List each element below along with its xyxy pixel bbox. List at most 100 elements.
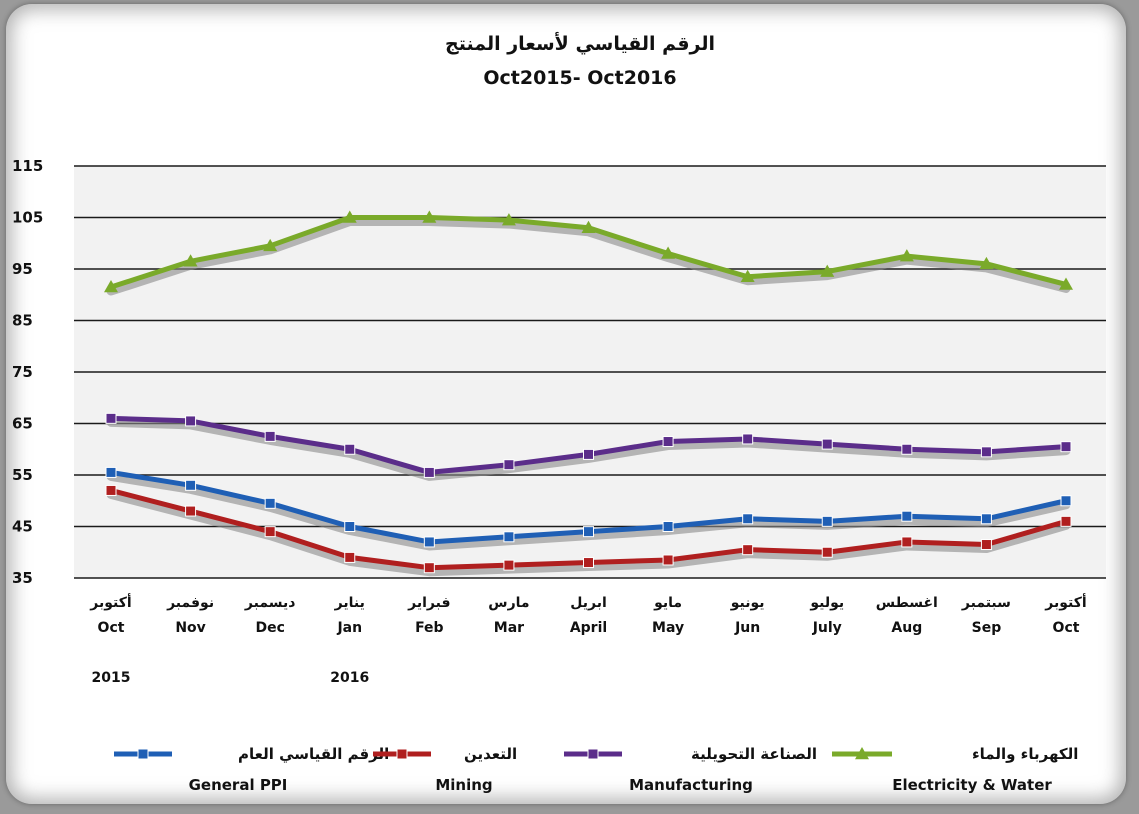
x-tick-label-ar: فبراير xyxy=(407,595,450,611)
data-point xyxy=(423,536,435,548)
series-manufacturing xyxy=(105,412,1072,481)
data-point xyxy=(1059,277,1073,290)
y-tick-label: 75 xyxy=(12,363,33,381)
y-tick-label: 95 xyxy=(12,260,33,278)
data-point xyxy=(344,521,356,532)
data-point xyxy=(742,433,754,445)
data-point xyxy=(820,264,835,277)
data-point xyxy=(342,210,357,223)
x-tick-label: Jun xyxy=(734,620,760,636)
legend-item: الكهرباء والماء Electricity & Water xyxy=(832,745,1078,794)
legend-label: Manufacturing xyxy=(629,776,753,794)
data-point xyxy=(503,559,515,571)
data-point xyxy=(740,269,755,282)
x-tick-label: April xyxy=(570,620,607,636)
data-point xyxy=(1060,515,1072,527)
x-tick-label-ar: اغسطس xyxy=(876,595,938,611)
data-point xyxy=(264,497,276,509)
data-point xyxy=(185,505,197,517)
data-point xyxy=(980,513,992,525)
x-tick-label-ar: مايو xyxy=(653,595,682,611)
legend-marker xyxy=(855,747,869,760)
year-labels: 2015 2016 xyxy=(92,670,370,686)
data-point xyxy=(661,246,676,259)
chart-frame: الرقم القياسي لأسعار المنتج Oct2015- Oct… xyxy=(6,4,1126,804)
legend-label-ar: الصناعة التحويلية xyxy=(691,745,817,763)
legend-label-ar: التعدين xyxy=(464,745,517,763)
data-point xyxy=(503,459,515,471)
x-tick-label-ar: نوفمبر xyxy=(166,595,214,611)
series-general-ppi xyxy=(105,466,1072,551)
data-point xyxy=(105,466,117,478)
chart-title: الرقم القياسي لأسعار المنتج xyxy=(445,32,715,55)
data-point xyxy=(1060,495,1072,507)
data-point xyxy=(501,213,516,226)
data-point xyxy=(423,562,435,574)
year-label: 2015 xyxy=(92,670,131,686)
data-point xyxy=(742,544,754,556)
y-tick-label: 115 xyxy=(12,157,43,175)
x-tick-label-ar: ديسمبر xyxy=(244,595,296,611)
y-tick-label: 65 xyxy=(12,415,33,433)
legend-item: الصناعة التحويلية Manufacturing xyxy=(564,745,817,794)
legend: الرقم القياسي العام General PPI التعدين Min… xyxy=(114,745,1078,794)
x-tick-label-ar: يوليو xyxy=(809,595,844,611)
y-tick-label: 105 xyxy=(12,209,43,227)
data-point xyxy=(742,513,754,525)
data-point xyxy=(662,521,674,532)
x-tick-label-ar: مارس xyxy=(488,595,529,611)
data-point xyxy=(979,256,994,270)
y-tick-label: 35 xyxy=(12,569,33,587)
legend-marker xyxy=(137,748,149,760)
legend-marker xyxy=(396,748,408,760)
legend-label-ar: الكهرباء والماء xyxy=(972,745,1078,763)
data-point xyxy=(423,466,435,478)
y-tick-label: 55 xyxy=(12,466,33,484)
legend-label: Electricity & Water xyxy=(892,776,1052,794)
data-point xyxy=(185,479,197,491)
data-point xyxy=(821,438,833,450)
x-tick-label: Aug xyxy=(891,620,922,636)
x-tick-label-ar: يناير xyxy=(334,595,365,611)
line-chart: الرقم القياسي لأسعار المنتج Oct2015- Oct… xyxy=(12,32,1106,794)
x-tick-label: Dec xyxy=(255,620,284,636)
data-point xyxy=(901,510,913,522)
data-point xyxy=(183,254,198,267)
data-point xyxy=(901,443,913,455)
x-tick-label: Feb xyxy=(415,620,444,636)
y-axis-ticks: 115 105 95 85 75 65 55 45 35 xyxy=(12,157,43,587)
legend-item: التعدين Mining xyxy=(373,745,517,794)
data-point xyxy=(1060,441,1072,453)
data-point xyxy=(583,448,594,460)
data-point xyxy=(105,484,117,496)
x-tick-label-ar: سبتمبر xyxy=(961,595,1011,611)
y-tick-label: 85 xyxy=(12,312,33,330)
legend-label-ar: الرقم القياسي العام xyxy=(238,745,389,763)
x-tick-label: Jan xyxy=(336,620,362,636)
data-point xyxy=(583,557,594,569)
year-label: 2016 xyxy=(330,670,369,686)
x-tick-label-ar: يونيو xyxy=(730,595,765,611)
data-point xyxy=(344,551,356,563)
data-point xyxy=(662,554,674,566)
data-point xyxy=(901,536,913,548)
x-tick-label: Nov xyxy=(175,620,205,636)
x-axis-ticks: أكتوبر Oct نوفمبر Nov ديسمبر Dec يناير Jan فبراي… xyxy=(89,593,1086,636)
x-tick-label: May xyxy=(652,620,684,636)
y-tick-label: 45 xyxy=(12,518,33,536)
data-point xyxy=(503,531,515,543)
data-point xyxy=(821,546,833,558)
data-point xyxy=(821,515,833,527)
x-tick-label: Oct xyxy=(98,620,125,636)
data-point xyxy=(422,210,437,223)
data-point xyxy=(263,238,278,252)
data-point xyxy=(581,220,596,234)
x-tick-label: July xyxy=(812,620,842,636)
data-point xyxy=(583,526,594,538)
data-point xyxy=(104,280,118,293)
chart-subtitle: Oct2015- Oct2016 xyxy=(483,67,676,89)
legend-marker xyxy=(587,748,599,760)
data-point xyxy=(105,412,117,424)
data-point xyxy=(980,539,992,551)
data-point xyxy=(662,436,674,448)
